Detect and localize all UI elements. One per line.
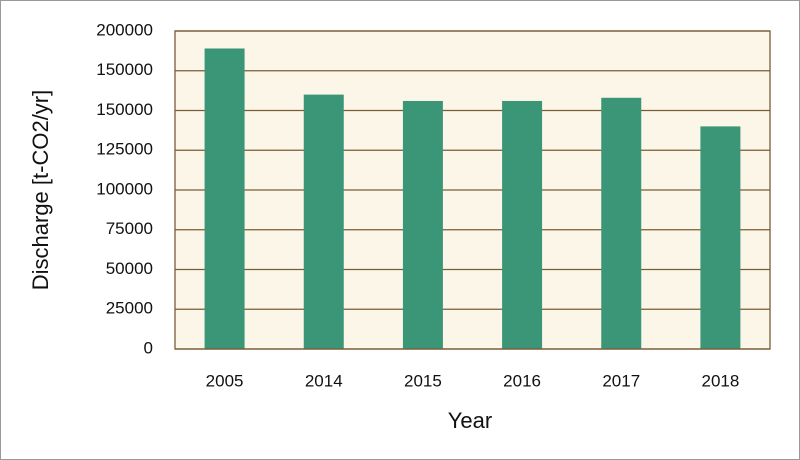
plot-border (174, 30, 771, 350)
y-tick-label: 0 (144, 338, 153, 357)
y-tick-label: 200000 (96, 20, 153, 39)
bar (502, 100, 543, 350)
x-tick-label: 2018 (702, 371, 740, 390)
x-tick-label: 2015 (404, 371, 442, 390)
y-tick-label: 50000 (106, 259, 153, 278)
x-tick-label: 2014 (305, 371, 343, 390)
bar (700, 126, 741, 350)
x-tick-label: 2017 (602, 371, 640, 390)
y-tick-label: 25000 (106, 299, 153, 318)
x-axis-label: Year (448, 408, 492, 433)
y-tick-label: 75000 (106, 219, 153, 238)
x-tick-label: 2005 (206, 371, 244, 390)
x-tick-label: 2016 (503, 371, 541, 390)
bar (601, 97, 642, 349)
bar (402, 100, 443, 350)
y-tick-label: 150000 (96, 60, 153, 79)
y-axis-label: Discharge [t-CO2/yr] (28, 90, 53, 291)
bar (204, 48, 245, 350)
y-tick-label: 125000 (96, 140, 153, 159)
y-tick-label: 150000 (96, 100, 153, 119)
y-tick-label: 100000 (96, 179, 153, 198)
bar (303, 94, 344, 349)
